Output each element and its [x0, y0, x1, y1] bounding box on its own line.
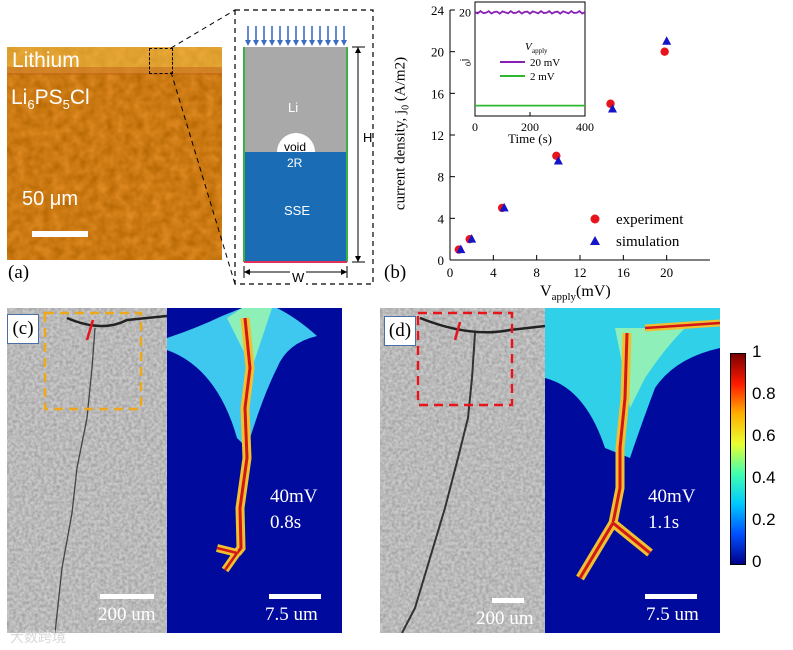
inset-legend-title-sub: apply: [532, 47, 548, 55]
experiment-point: [660, 47, 669, 56]
colorbar-tick: 0.6: [752, 426, 776, 445]
sse-formula-label: Li6PS5Cl: [11, 86, 90, 112]
y-tick-label: 8: [438, 170, 445, 185]
x-tick-label: 12: [574, 265, 587, 280]
simulation-point: [608, 103, 617, 113]
inset-legend-label: 20 mV: [530, 57, 560, 69]
inset-legend-label: 2 mV: [530, 71, 555, 83]
formula-sub-5: 5: [62, 97, 70, 113]
x-tick-label: 16: [617, 265, 631, 280]
schematic-sse-label: SSE: [284, 203, 311, 218]
inset-series-line: [474, 9, 586, 15]
colorbar-tick: 0: [752, 552, 762, 571]
schematic: [170, 9, 374, 285]
micro-scale-c: 200 um: [98, 604, 156, 625]
inset-y-tick-label: 20: [459, 5, 471, 19]
y-tick-label: 12: [431, 128, 444, 143]
y-tick-label: 16: [431, 86, 445, 101]
schematic-w-label: W: [290, 270, 307, 285]
legend-experiment-marker: [590, 214, 600, 224]
inset-xlabel: Time (s): [508, 131, 552, 146]
formula-li: Li: [11, 86, 28, 109]
voltage-d: 40mV: [648, 486, 696, 507]
chart-xlabel-unit: (mV): [576, 283, 611, 300]
zoom-box: [149, 48, 173, 74]
simulation-point: [499, 202, 509, 212]
micro-scale-d: 200 um: [476, 608, 534, 629]
chart-xlabel-sub: apply: [551, 291, 577, 304]
panel-a-label: (a): [8, 262, 30, 283]
simulation-point: [662, 36, 672, 45]
inset-frame: [474, 1, 586, 117]
colorbar-tick: 1: [752, 342, 762, 361]
formula-sub-6: 6: [27, 97, 35, 113]
simulation-point: [467, 234, 477, 243]
micrograph-c: [7, 308, 167, 633]
y-tick-label: 0: [438, 253, 445, 268]
y-tick-label: 24: [431, 3, 445, 18]
schematic-h-label: H: [363, 130, 373, 145]
current-density-chart: 0 4 8 12 16 2004812162024experimentsimulation…: [431, 1, 710, 280]
chart-ylabel: current density, j0 (A/m2): [393, 44, 412, 224]
chart-xlabel: Vapply(mV): [540, 283, 611, 303]
formula-ps: PS: [34, 86, 63, 109]
legend-simulation-marker: [590, 236, 600, 245]
x-tick-label: 4: [490, 265, 497, 280]
x-tick-label: 0: [447, 265, 454, 280]
inset-x-tick-label: 400: [576, 120, 594, 134]
micrograph-scale-label: 50 μm: [22, 188, 78, 210]
inset-x-tick-label: 0: [472, 120, 478, 134]
colorbar-tick: 0.8: [752, 384, 776, 403]
chart-xlabel-main: V: [540, 283, 552, 300]
colorbar-tick: 0.2: [752, 510, 776, 529]
simulation-point: [456, 244, 466, 254]
schematic-void-label: void: [284, 140, 307, 154]
panel-c: (c) 200 um 7.5 um 40mV 0.8s: [0, 308, 345, 633]
y-tick-label: 4: [438, 211, 445, 226]
inset-legend-title: V: [525, 41, 533, 53]
chart-ylabel-main: current density, j: [392, 109, 409, 211]
panel-a: Lithium Li6PS5Cl 50 μm (a): [0, 0, 380, 290]
y-tick-label: 20: [431, 45, 444, 60]
inset-ylabel-sub: 0: [464, 62, 473, 66]
panel-d: (d) 200 um 7.5 um 40mV 1.1s: [380, 308, 725, 633]
panel-d-label: (d): [384, 316, 416, 346]
phase-field-sim-c: [167, 308, 342, 633]
sim-scale-c: 7.5 um: [265, 604, 318, 625]
time-c: 0.8s: [270, 512, 302, 533]
phase-field-sim-d: [545, 308, 720, 633]
colorbar-gradient: [730, 353, 746, 565]
x-tick-label: 8: [533, 265, 540, 280]
inset-x-tick-label: 200: [521, 120, 539, 134]
lithium-label: Lithium: [12, 49, 80, 72]
micrograph-d: [380, 308, 545, 633]
panel-b: 0 4 8 12 16 20 0 4 8 12 16 20 24 experiment simulation…: [380, 0, 793, 303]
panel-b-label: (b): [384, 262, 407, 283]
lithium-sse-micrograph: [7, 47, 222, 260]
time-d: 1.1s: [648, 512, 680, 533]
schematic-2r-label: 2R: [287, 156, 303, 170]
schematic-li-label: Li: [288, 100, 299, 115]
panel-c-label: (c): [7, 314, 39, 344]
simulation-point: [553, 156, 563, 165]
micrograph-scale-bar: [32, 231, 88, 237]
voltage-c: 40mV: [270, 486, 318, 507]
sim-scale-d: 7.5 um: [646, 604, 699, 625]
watermark: 大数跨境: [10, 629, 66, 645]
legend-experiment-label: experiment: [616, 212, 684, 228]
x-tick-label: 20: [660, 265, 673, 280]
colorbar: 1 0.8 0.6 0.4 0.2 0: [730, 342, 790, 575]
legend-simulation-label: simulation: [616, 234, 680, 250]
chart-ylabel-sub: 0: [400, 104, 412, 110]
formula-cl: Cl: [69, 86, 90, 109]
inset-ylabel: j: [458, 58, 470, 62]
colorbar-tick: 0.4: [752, 468, 776, 487]
chart-ylabel-unit: (A/m2): [392, 56, 409, 105]
